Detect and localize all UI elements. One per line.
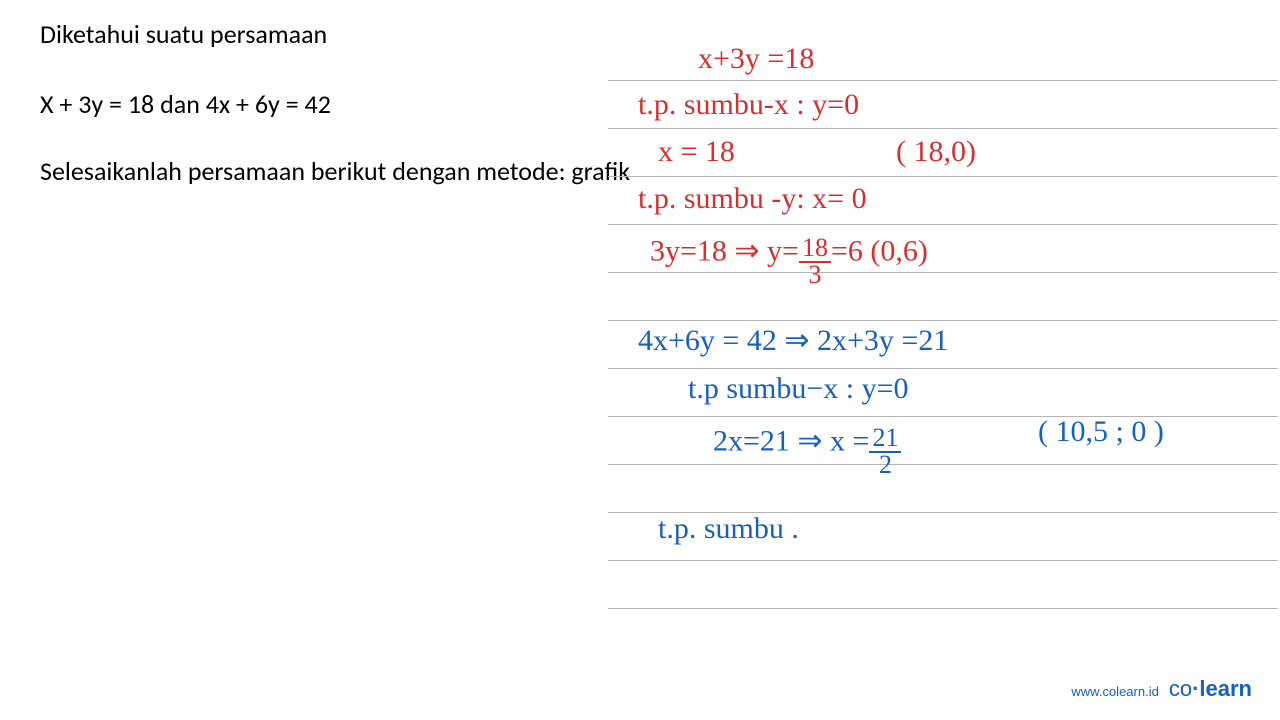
hw-blue-pt: ( 10,5 ; 0 )	[1038, 415, 1164, 449]
hw-blue-frac: 212	[869, 426, 901, 477]
hw-red-3y: 3y=18 ⇒ y=	[650, 235, 799, 268]
watermark-logo: co·learn	[1169, 676, 1252, 702]
problem-line-1: Diketahui suatu persamaan	[40, 18, 327, 52]
hw-red-eq1: x+3y =18	[698, 42, 814, 76]
hw-red-pt1: ( 18,0)	[896, 135, 976, 169]
watermark-url: www.colearn.id	[1071, 684, 1158, 699]
watermark: www.colearn.id co·learn	[1071, 676, 1252, 702]
hw-blue-tp-sumbu: t.p. sumbu .	[658, 512, 799, 546]
problem-line-3: Selesaikanlah persamaan berikut dengan m…	[40, 155, 630, 189]
hw-red-tp-x: t.p. sumbu-x : y=0	[638, 88, 859, 122]
hw-red-x18: x = 18	[658, 135, 735, 169]
hw-blue-tp-x: t.p sumbu−x : y=0	[688, 372, 909, 406]
hw-blue-solve-x: 2x=21 ⇒ x =212	[713, 418, 901, 469]
hw-blue-2x: 2x=21 ⇒ x =	[713, 425, 869, 458]
hw-red-pt2: =6 (0,6)	[831, 235, 928, 268]
hw-blue-eq2: 4x+6y = 42 ⇒ 2x+3y =21	[638, 323, 948, 358]
hw-red-solve-y: 3y=18 ⇒ y=183=6 (0,6)	[650, 228, 928, 279]
problem-line-2: X + 3y = 18 dan 4x + 6y = 42	[40, 88, 331, 122]
hw-red-frac: 183	[799, 236, 831, 287]
hw-red-tp-y: t.p. sumbu -y: x= 0	[638, 182, 867, 216]
notebook-area: x+3y =18 t.p. sumbu-x : y=0 x = 18 ( 18,…	[608, 50, 1278, 650]
